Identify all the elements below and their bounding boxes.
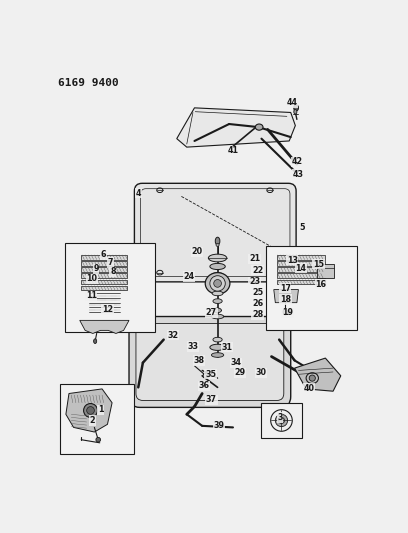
Polygon shape <box>295 358 341 391</box>
Ellipse shape <box>96 438 100 442</box>
Ellipse shape <box>278 417 284 424</box>
Text: 6169 9400: 6169 9400 <box>58 78 119 88</box>
Text: 27: 27 <box>206 308 217 317</box>
Text: 6: 6 <box>101 251 106 260</box>
FancyBboxPatch shape <box>129 317 291 407</box>
Ellipse shape <box>86 407 94 414</box>
Ellipse shape <box>213 299 222 303</box>
Text: 21: 21 <box>249 254 260 263</box>
Text: 28: 28 <box>252 311 263 319</box>
Bar <box>81 280 127 284</box>
Text: 29: 29 <box>234 368 246 377</box>
Text: 26: 26 <box>252 299 263 308</box>
Ellipse shape <box>294 109 297 114</box>
Ellipse shape <box>211 273 224 279</box>
Text: 40: 40 <box>304 384 315 393</box>
Text: 16: 16 <box>315 280 326 289</box>
FancyBboxPatch shape <box>136 324 284 400</box>
Text: 12: 12 <box>102 305 113 314</box>
Text: 23: 23 <box>249 277 260 286</box>
Bar <box>277 267 325 272</box>
Bar <box>65 244 155 332</box>
Text: 35: 35 <box>205 370 216 379</box>
Polygon shape <box>66 389 112 432</box>
Bar <box>60 384 134 454</box>
Text: 25: 25 <box>252 288 263 297</box>
Polygon shape <box>177 108 295 147</box>
Text: 1: 1 <box>98 405 103 414</box>
Bar <box>81 267 127 272</box>
Ellipse shape <box>214 308 222 313</box>
Text: 32: 32 <box>167 330 178 340</box>
Ellipse shape <box>215 237 220 245</box>
Ellipse shape <box>213 337 222 342</box>
Bar <box>277 261 325 265</box>
Text: 19: 19 <box>282 308 293 317</box>
Bar <box>81 286 127 290</box>
Text: 14: 14 <box>295 263 306 272</box>
Text: 11: 11 <box>86 291 97 300</box>
Ellipse shape <box>255 124 263 130</box>
Text: 37: 37 <box>206 395 217 404</box>
Text: 2: 2 <box>89 416 95 425</box>
Text: 44: 44 <box>287 98 298 107</box>
Text: 9: 9 <box>93 264 99 273</box>
Text: 31: 31 <box>221 343 232 352</box>
Text: 42: 42 <box>291 157 302 166</box>
Text: 24: 24 <box>184 272 195 281</box>
Bar <box>277 280 325 284</box>
Bar <box>262 403 302 438</box>
Bar <box>81 255 127 260</box>
Text: 18: 18 <box>280 295 291 304</box>
Text: 15: 15 <box>313 260 324 269</box>
Text: 33: 33 <box>187 342 198 351</box>
Text: 3: 3 <box>277 413 283 422</box>
Ellipse shape <box>93 339 97 343</box>
Text: 39: 39 <box>214 421 225 430</box>
Ellipse shape <box>212 291 223 296</box>
Ellipse shape <box>210 344 225 350</box>
Ellipse shape <box>294 105 298 111</box>
Text: 41: 41 <box>228 147 238 156</box>
Text: 13: 13 <box>287 256 298 265</box>
Text: 36: 36 <box>198 381 209 390</box>
FancyBboxPatch shape <box>134 183 296 282</box>
Bar <box>266 246 357 330</box>
Text: 43: 43 <box>293 169 304 179</box>
Ellipse shape <box>309 375 315 381</box>
Bar <box>81 273 127 278</box>
Ellipse shape <box>205 273 230 294</box>
Ellipse shape <box>203 374 209 378</box>
Bar <box>277 255 325 260</box>
Polygon shape <box>80 320 129 334</box>
Ellipse shape <box>84 403 98 417</box>
Bar <box>277 273 325 278</box>
Text: 17: 17 <box>280 284 291 293</box>
Ellipse shape <box>275 414 288 426</box>
Ellipse shape <box>211 353 224 357</box>
Ellipse shape <box>216 244 219 246</box>
Text: 38: 38 <box>193 356 205 365</box>
Text: 30: 30 <box>255 368 266 377</box>
Polygon shape <box>274 289 298 303</box>
Ellipse shape <box>210 263 225 270</box>
Ellipse shape <box>208 254 227 262</box>
Text: 20: 20 <box>191 247 202 256</box>
Text: 10: 10 <box>86 274 98 284</box>
Ellipse shape <box>210 276 225 291</box>
Text: 5: 5 <box>299 223 305 232</box>
Ellipse shape <box>211 314 224 319</box>
Bar <box>317 264 334 278</box>
Bar <box>81 261 127 265</box>
Text: 4: 4 <box>135 189 141 198</box>
Ellipse shape <box>283 309 288 315</box>
Ellipse shape <box>214 280 222 287</box>
Text: 7: 7 <box>108 258 113 267</box>
Text: 34: 34 <box>231 358 242 367</box>
Text: 8: 8 <box>110 268 115 276</box>
Text: 22: 22 <box>252 266 263 275</box>
